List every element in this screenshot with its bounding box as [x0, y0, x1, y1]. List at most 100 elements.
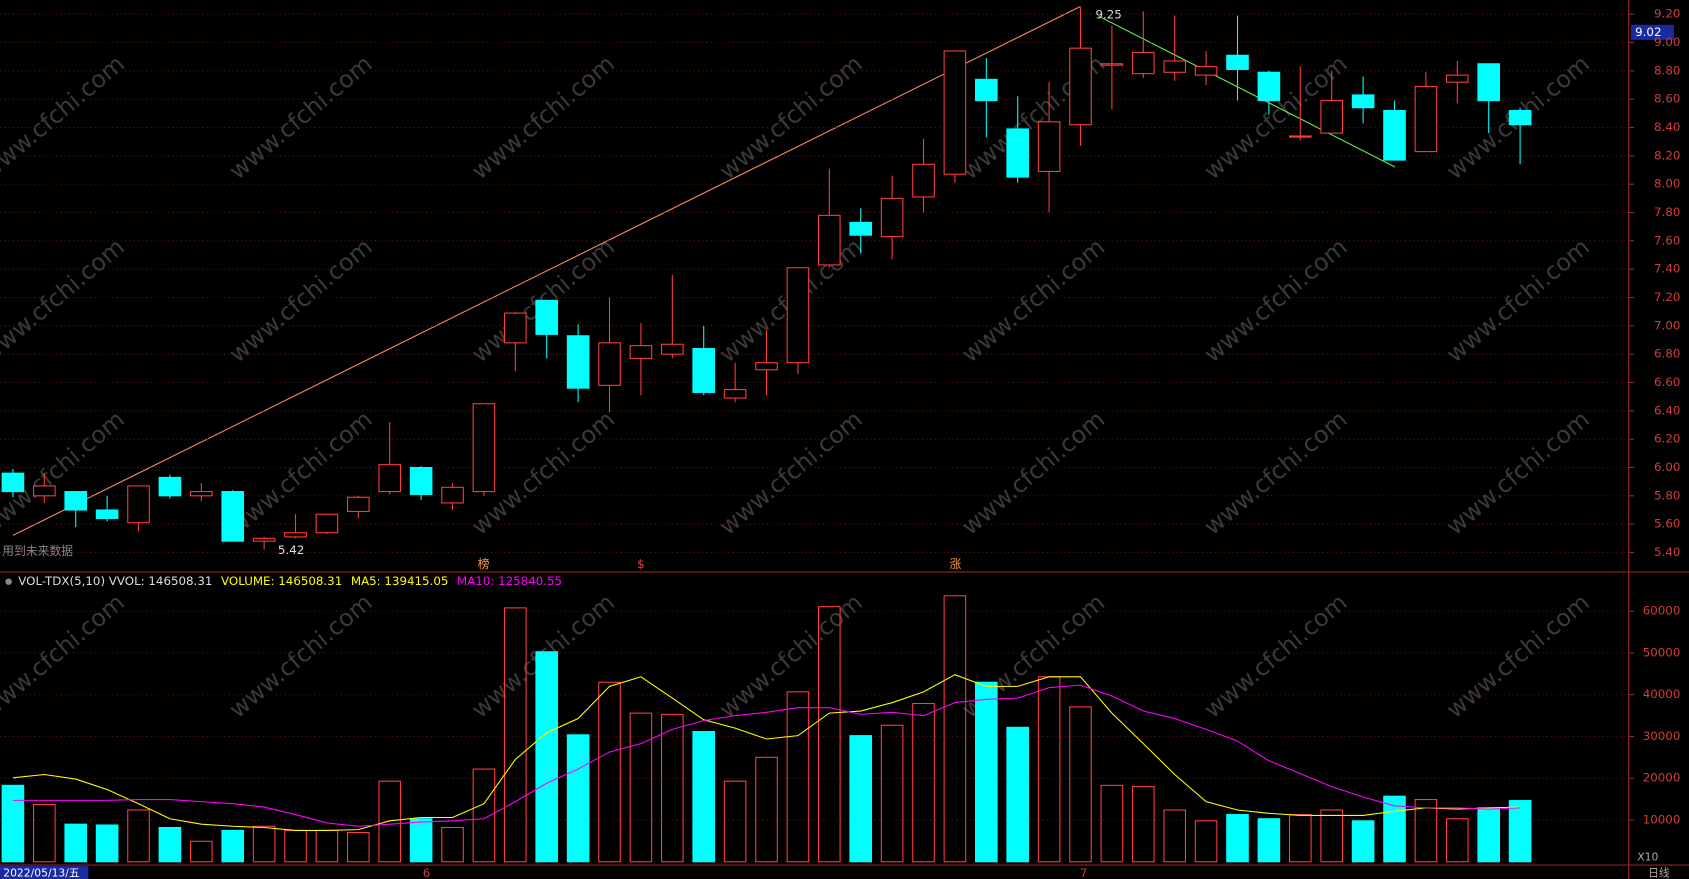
candle-body — [127, 485, 150, 524]
candle-body — [535, 299, 559, 335]
candle-body — [1414, 85, 1438, 153]
candle-body — [284, 532, 307, 538]
volume-bar — [1383, 795, 1406, 863]
volume-bar — [912, 702, 935, 863]
volume-bar — [849, 735, 873, 863]
candle-body — [1131, 51, 1155, 75]
watermark: www.cfchi.com — [714, 405, 868, 541]
y-tick-label: 6.20 — [1654, 432, 1680, 446]
candle-body — [1, 472, 25, 493]
volume-bar — [1445, 818, 1469, 863]
month-label: 6 — [423, 866, 431, 879]
volume-bar — [252, 825, 276, 863]
candle-body — [566, 335, 590, 389]
watermark: www.cfchi.com — [714, 588, 868, 724]
y-tick-label: 40000 — [1643, 687, 1681, 701]
watermark: www.cfchi.com — [0, 50, 130, 186]
high-label: 9.25 — [1095, 8, 1121, 22]
volume-bar — [535, 651, 559, 863]
volume-bar — [221, 829, 245, 863]
candle-body — [912, 163, 935, 198]
volume-bar — [190, 840, 213, 863]
y-tick-label: 7.20 — [1654, 290, 1680, 304]
y-tick-label: 6.80 — [1654, 347, 1680, 361]
watermarks: www.cfchi.com www.cfchi.com www.cfchi.com w… — [0, 50, 1595, 724]
watermark: www.cfchi.com — [956, 405, 1110, 541]
candle-body — [1100, 63, 1124, 66]
candle-body — [472, 403, 496, 493]
candle-body — [661, 343, 684, 355]
volume-bar — [1351, 820, 1375, 863]
candle-body — [1445, 74, 1469, 83]
candle-body — [786, 267, 810, 364]
volume-bar — [786, 691, 810, 863]
trend-line — [1098, 15, 1396, 168]
volume-bar — [598, 681, 621, 863]
y-tick-label: 20000 — [1643, 771, 1681, 785]
signal: 榜 — [478, 557, 490, 571]
y-tick-label: 5.60 — [1654, 517, 1680, 531]
watermark: www.cfchi.com — [956, 233, 1110, 369]
y-tick-label: 30000 — [1643, 729, 1681, 743]
y-tick-label: 7.80 — [1654, 205, 1680, 219]
y-tick-label: 6.40 — [1654, 403, 1680, 417]
watermark: www.cfchi.com — [1198, 233, 1352, 369]
candle-body — [1477, 63, 1501, 102]
date-label: 2022/05/13/五 — [3, 867, 80, 879]
volume-bar — [441, 826, 464, 863]
low-label: 5.42 — [278, 543, 304, 557]
volume-bar — [504, 607, 527, 863]
y-tick-label: 7.60 — [1654, 233, 1680, 247]
y-tick-label: 7.40 — [1654, 262, 1680, 276]
candle-body — [974, 78, 998, 102]
y-tick-label: 6.60 — [1654, 375, 1680, 389]
volume-bar — [284, 829, 307, 863]
watermark: www.cfchi.com — [1441, 405, 1595, 541]
volume-bar — [1037, 676, 1061, 863]
volume-bar — [974, 681, 998, 863]
candle-body — [1257, 71, 1281, 102]
volume-bar — [1226, 814, 1249, 863]
date-box — [0, 866, 89, 879]
y-tick-label: 8.20 — [1654, 148, 1680, 162]
candle-body — [1163, 60, 1187, 73]
volume-bar — [95, 824, 119, 863]
period-label: 日线 — [1648, 867, 1670, 879]
candle-body — [818, 214, 841, 266]
candle-body — [504, 312, 527, 344]
watermark: www.cfchi.com — [224, 405, 378, 541]
volume-bar — [943, 595, 967, 863]
volume-bar — [33, 804, 56, 863]
watermark: www.cfchi.com — [466, 50, 620, 186]
volume-bar — [1508, 800, 1532, 863]
y-tick-label: 7.00 — [1654, 318, 1680, 332]
volume-bar — [1100, 784, 1124, 863]
trend-line — [12, 5, 1081, 536]
signal: $ — [637, 557, 645, 571]
legend-entry: VOLUME: 146508.31 — [221, 574, 342, 588]
volume-bar — [1194, 820, 1218, 863]
volume-bar — [566, 734, 590, 863]
candle-body — [880, 197, 904, 238]
candle-body — [1383, 109, 1406, 161]
watermark: www.cfchi.com — [0, 588, 130, 724]
y-tick-label: 50000 — [1643, 645, 1681, 659]
volume-bar — [1131, 786, 1155, 863]
volume-bar — [723, 780, 747, 863]
candle-body — [1288, 135, 1312, 138]
volume-bar — [127, 809, 150, 863]
volume-bar — [409, 818, 433, 863]
watermark: www.cfchi.com — [224, 50, 378, 186]
candle-body — [943, 50, 967, 175]
volume-bar — [818, 606, 841, 863]
volume-bar — [1006, 726, 1030, 863]
candle-body — [692, 347, 716, 393]
y-tick-label: 6.00 — [1654, 460, 1680, 474]
volume-bar — [64, 823, 88, 863]
volume-title: VOL-TDX(5,10) — [18, 574, 105, 588]
candle-body — [347, 496, 370, 512]
y-tick-label: 8.80 — [1654, 63, 1680, 77]
scale-label: X10 — [1637, 850, 1658, 863]
volume-bar — [1257, 818, 1281, 863]
